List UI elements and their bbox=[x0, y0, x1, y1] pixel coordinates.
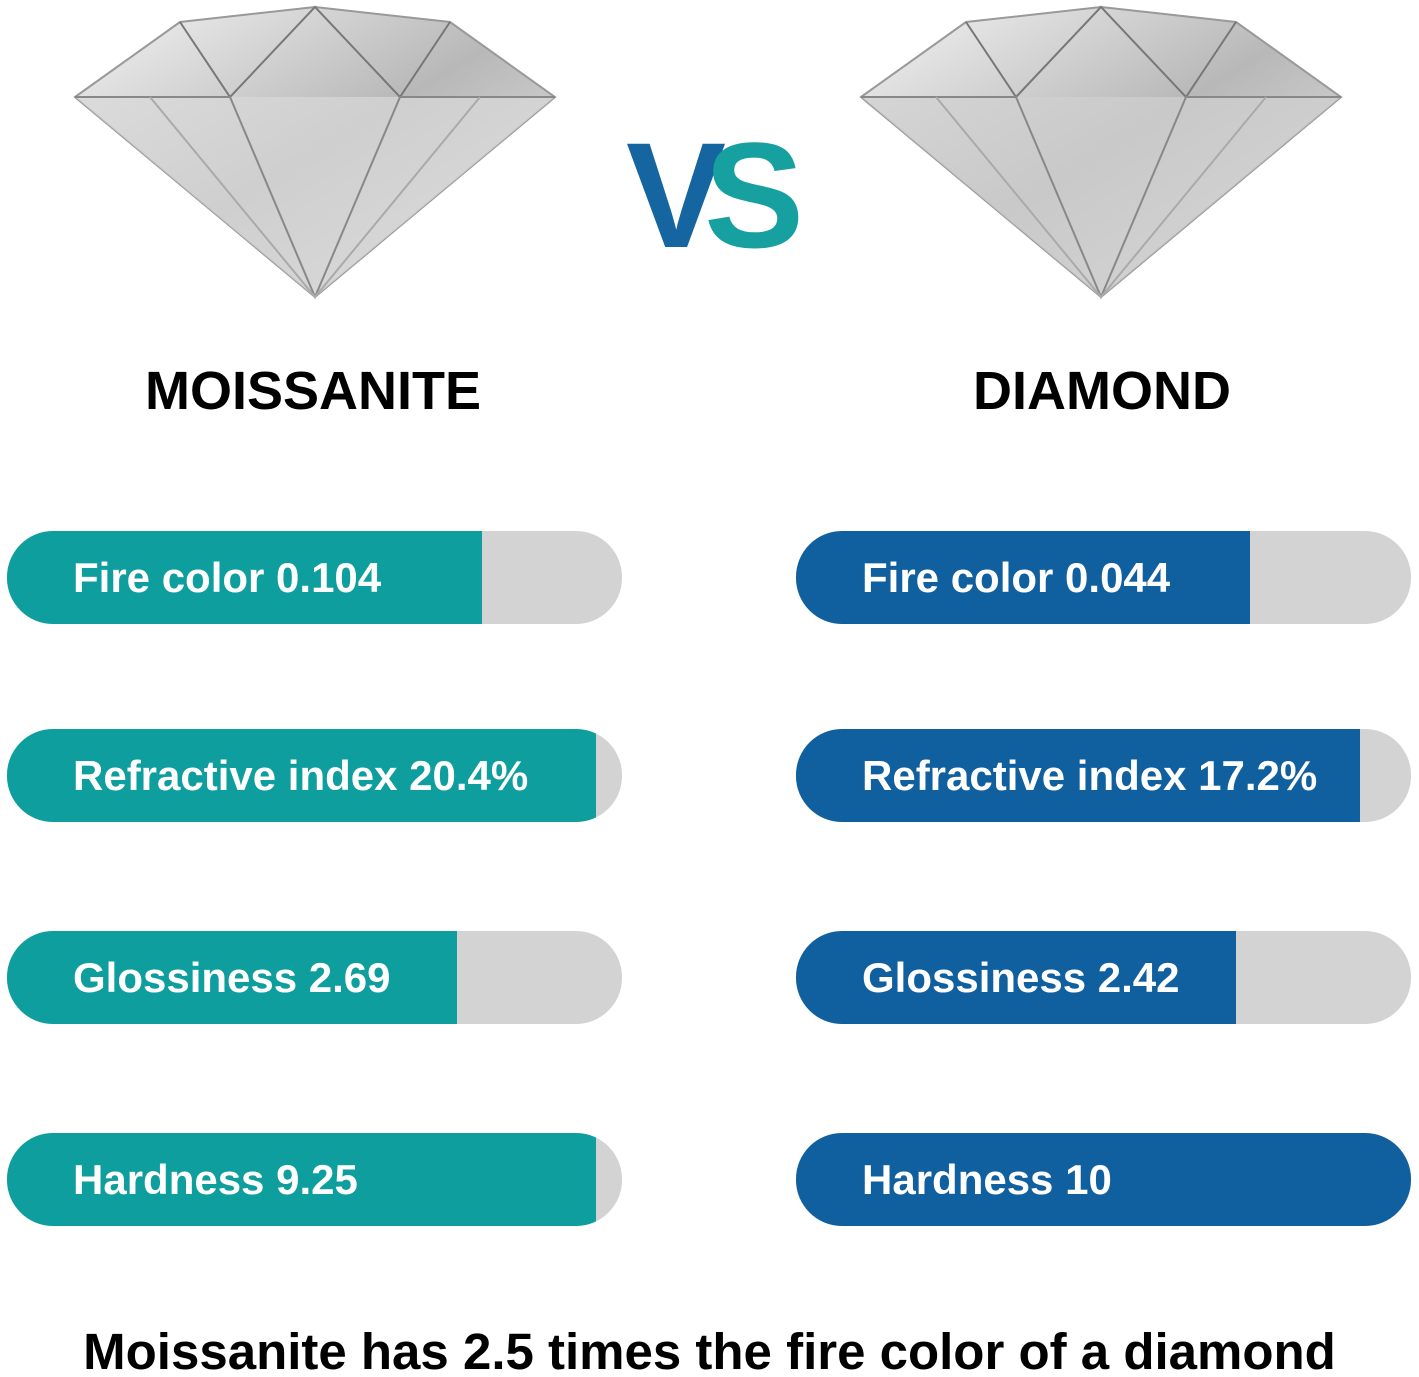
bar-label: Glossiness 2.42 bbox=[862, 954, 1180, 1001]
bar-label: Hardness 10 bbox=[862, 1156, 1112, 1203]
bar-label: Fire color 0.044 bbox=[862, 554, 1171, 601]
column-title: DIAMOND bbox=[973, 361, 1231, 421]
property-bar: Refractive index 17.2% bbox=[796, 729, 1411, 822]
property-bar: Glossiness 2.69 bbox=[7, 931, 622, 1024]
vs-letter: V bbox=[626, 111, 726, 279]
caption: Moissanite has 2.5 times the fire color … bbox=[83, 1323, 1336, 1377]
diamond-image bbox=[859, 5, 1343, 300]
property-bar: Refractive index 20.4% bbox=[7, 729, 622, 822]
bar-label: Refractive index 17.2% bbox=[862, 752, 1318, 799]
property-bar: Fire color 0.104 bbox=[7, 531, 622, 624]
property-bar: Hardness 9.25 bbox=[7, 1133, 622, 1226]
column-title: MOISSANITE bbox=[144, 361, 482, 421]
property-bar: Glossiness 2.42 bbox=[796, 931, 1411, 1024]
vs-letter: S bbox=[704, 111, 804, 279]
property-bar: Fire color 0.044 bbox=[796, 531, 1411, 624]
vs-logo: VS bbox=[626, 120, 804, 270]
bar-label: Fire color 0.104 bbox=[73, 554, 382, 601]
bar-label: Refractive index 20.4% bbox=[73, 752, 529, 799]
bar-label: Hardness 9.25 bbox=[73, 1156, 358, 1203]
bar-label: Glossiness 2.69 bbox=[73, 954, 391, 1001]
property-bar: Hardness 10 bbox=[796, 1133, 1411, 1226]
moissanite-image bbox=[73, 5, 557, 300]
